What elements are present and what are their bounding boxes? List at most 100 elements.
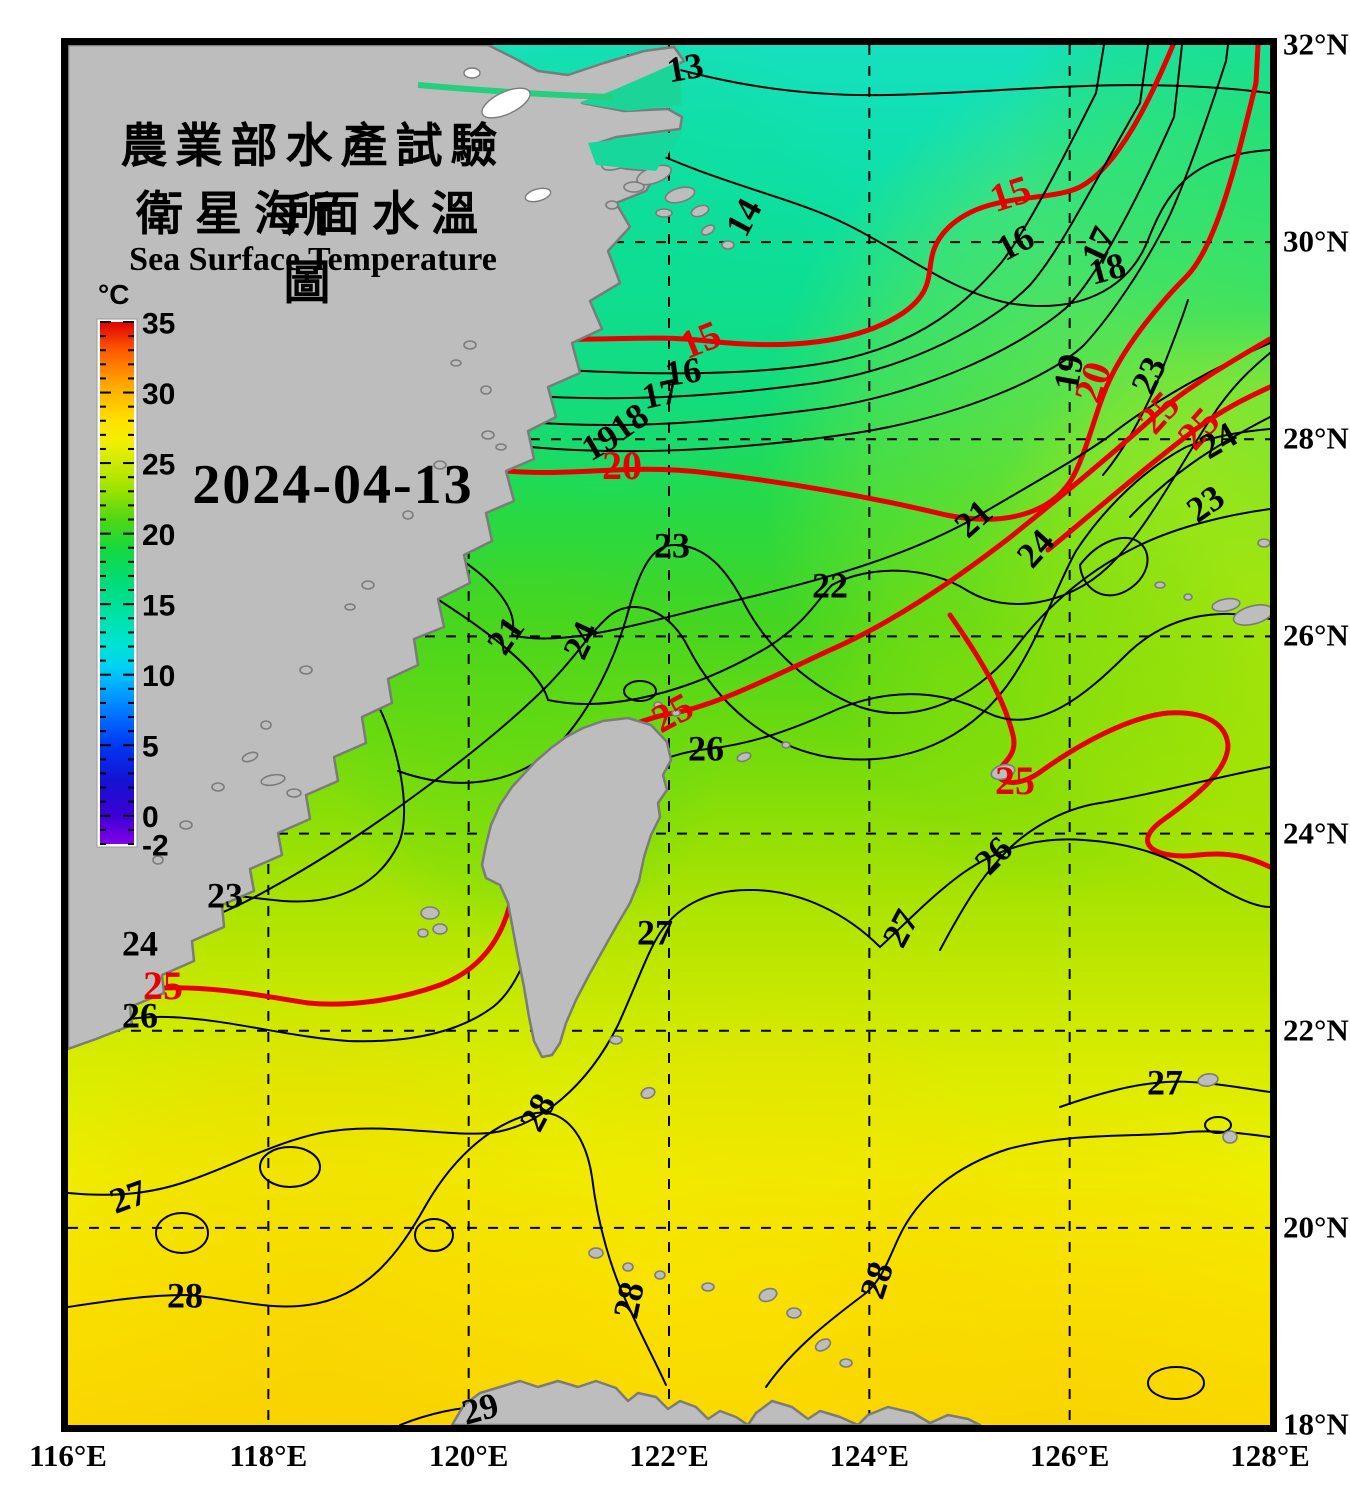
island — [211, 782, 225, 792]
colorbar-tick-label: 0 — [142, 801, 159, 834]
lat-label-26: 26°N — [1283, 617, 1349, 653]
island — [653, 701, 663, 709]
estuary-water — [588, 131, 684, 171]
isotherm-15-red — [509, 45, 1176, 348]
island — [260, 720, 272, 730]
island — [664, 186, 696, 204]
island — [463, 340, 477, 350]
colorbar-tick-label: -2 — [142, 829, 169, 862]
island — [640, 1086, 656, 1100]
lat-label-22: 22°N — [1283, 1011, 1349, 1047]
island — [654, 1270, 666, 1280]
colorbar-tick-label: 20 — [142, 519, 175, 552]
contour-label-13: 13 — [664, 45, 706, 90]
island — [299, 665, 313, 675]
isotherm-24 — [1129, 416, 1270, 518]
land-taiwan — [480, 716, 673, 1059]
colorbar-tick-label: 5 — [142, 731, 159, 764]
island — [839, 1358, 853, 1368]
sea-warm-patch — [1010, 45, 1270, 385]
island — [690, 204, 710, 218]
isotherm-loop-28 — [414, 1218, 454, 1252]
isotherm-13 — [627, 54, 1270, 97]
contour-label-20: 20 — [602, 443, 642, 488]
island — [420, 906, 440, 920]
colorbar: 35 30 25 20 15 10 5 0-2 °C — [96, 279, 175, 862]
island — [286, 788, 302, 798]
isotherm-loop-27 — [1204, 1116, 1232, 1134]
island — [344, 603, 356, 611]
isotherm-28 — [765, 1130, 1270, 1388]
lon-label-116: 116°E — [29, 1438, 107, 1473]
isotherm-16 — [517, 45, 1105, 375]
lake — [481, 87, 531, 119]
isotherm-22 — [417, 352, 1270, 705]
island — [786, 1307, 802, 1319]
island — [417, 928, 429, 938]
isotherm-27 — [68, 838, 1270, 1196]
sea-warm-patch — [768, 1075, 1270, 1425]
isotherm-loop-28 — [155, 1212, 209, 1254]
island — [622, 1262, 634, 1272]
latitude-axis: 32°N 30°N 28°N 26°N 24°N 22°N 20°N 18°N — [1283, 0, 1350, 1500]
island — [701, 1282, 715, 1292]
island — [605, 200, 619, 210]
isotherm-loop-25 — [623, 680, 657, 702]
lon-label-128: 128°E — [1230, 1438, 1310, 1473]
sea-warm-patch — [828, 465, 1268, 905]
isotherm-loop-27 — [259, 1146, 321, 1188]
island — [721, 240, 735, 250]
lon-label-122: 122°E — [629, 1438, 709, 1473]
colorbar-bar — [100, 322, 134, 844]
contour-label-28: 28 — [167, 1276, 203, 1316]
colorbar-tick-label: 25 — [142, 448, 175, 481]
colorbar-tick-label: 15 — [142, 590, 175, 623]
contour-label-25: 25 — [995, 758, 1035, 803]
isotherm-18 — [513, 45, 1183, 427]
island — [1211, 597, 1241, 613]
island — [450, 359, 462, 367]
island — [758, 1287, 778, 1303]
lat-label-30: 30°N — [1283, 223, 1349, 259]
contour-label-23: 23 — [207, 876, 243, 916]
isotherm-26 — [939, 766, 1270, 951]
island — [179, 820, 193, 830]
island — [1197, 1073, 1219, 1087]
island — [1183, 593, 1193, 601]
island — [990, 763, 1016, 781]
isotherm-loop-28 — [1147, 1366, 1205, 1400]
longitude-axis: 116°E 118°E 120°E 122°E 124°E 126°E 128°E — [0, 1438, 1350, 1488]
island — [671, 709, 681, 717]
sea-warm-patch — [68, 995, 648, 1425]
isotherm-25-red — [947, 612, 1270, 870]
isotherm-17 — [515, 45, 1149, 400]
lat-label-24: 24°N — [1283, 814, 1349, 850]
land-luzon — [450, 1379, 982, 1425]
contour-label-27: 27 — [637, 913, 673, 953]
isotherm-21 — [445, 342, 1270, 640]
contour-label-17: 17 — [638, 370, 682, 417]
island — [361, 580, 375, 590]
isotherm-20-red — [503, 45, 1261, 522]
lat-label-32: 32°N — [1283, 26, 1349, 62]
contour-label-25: 25 — [143, 963, 183, 1008]
isotherm-19 — [509, 45, 1229, 453]
contour-label-28: 28 — [605, 1278, 652, 1322]
isotherm-14 — [627, 139, 1270, 307]
contour-label-19: 19 — [1046, 351, 1092, 393]
island — [700, 224, 716, 236]
isotherm-27 — [1059, 1080, 1270, 1108]
contour-label-23: 23 — [654, 526, 690, 566]
contour-label-26: 26 — [122, 996, 158, 1036]
colorbar-tick-label: 10 — [142, 660, 175, 693]
island — [781, 741, 791, 749]
island — [260, 773, 286, 787]
colorbar-tick-label: 35 — [142, 307, 175, 340]
contour-label-24: 24 — [122, 924, 158, 964]
island — [433, 460, 447, 470]
contour-label-22: 22 — [812, 566, 848, 606]
isotherm-25-red — [1045, 384, 1270, 553]
island — [1257, 538, 1270, 548]
